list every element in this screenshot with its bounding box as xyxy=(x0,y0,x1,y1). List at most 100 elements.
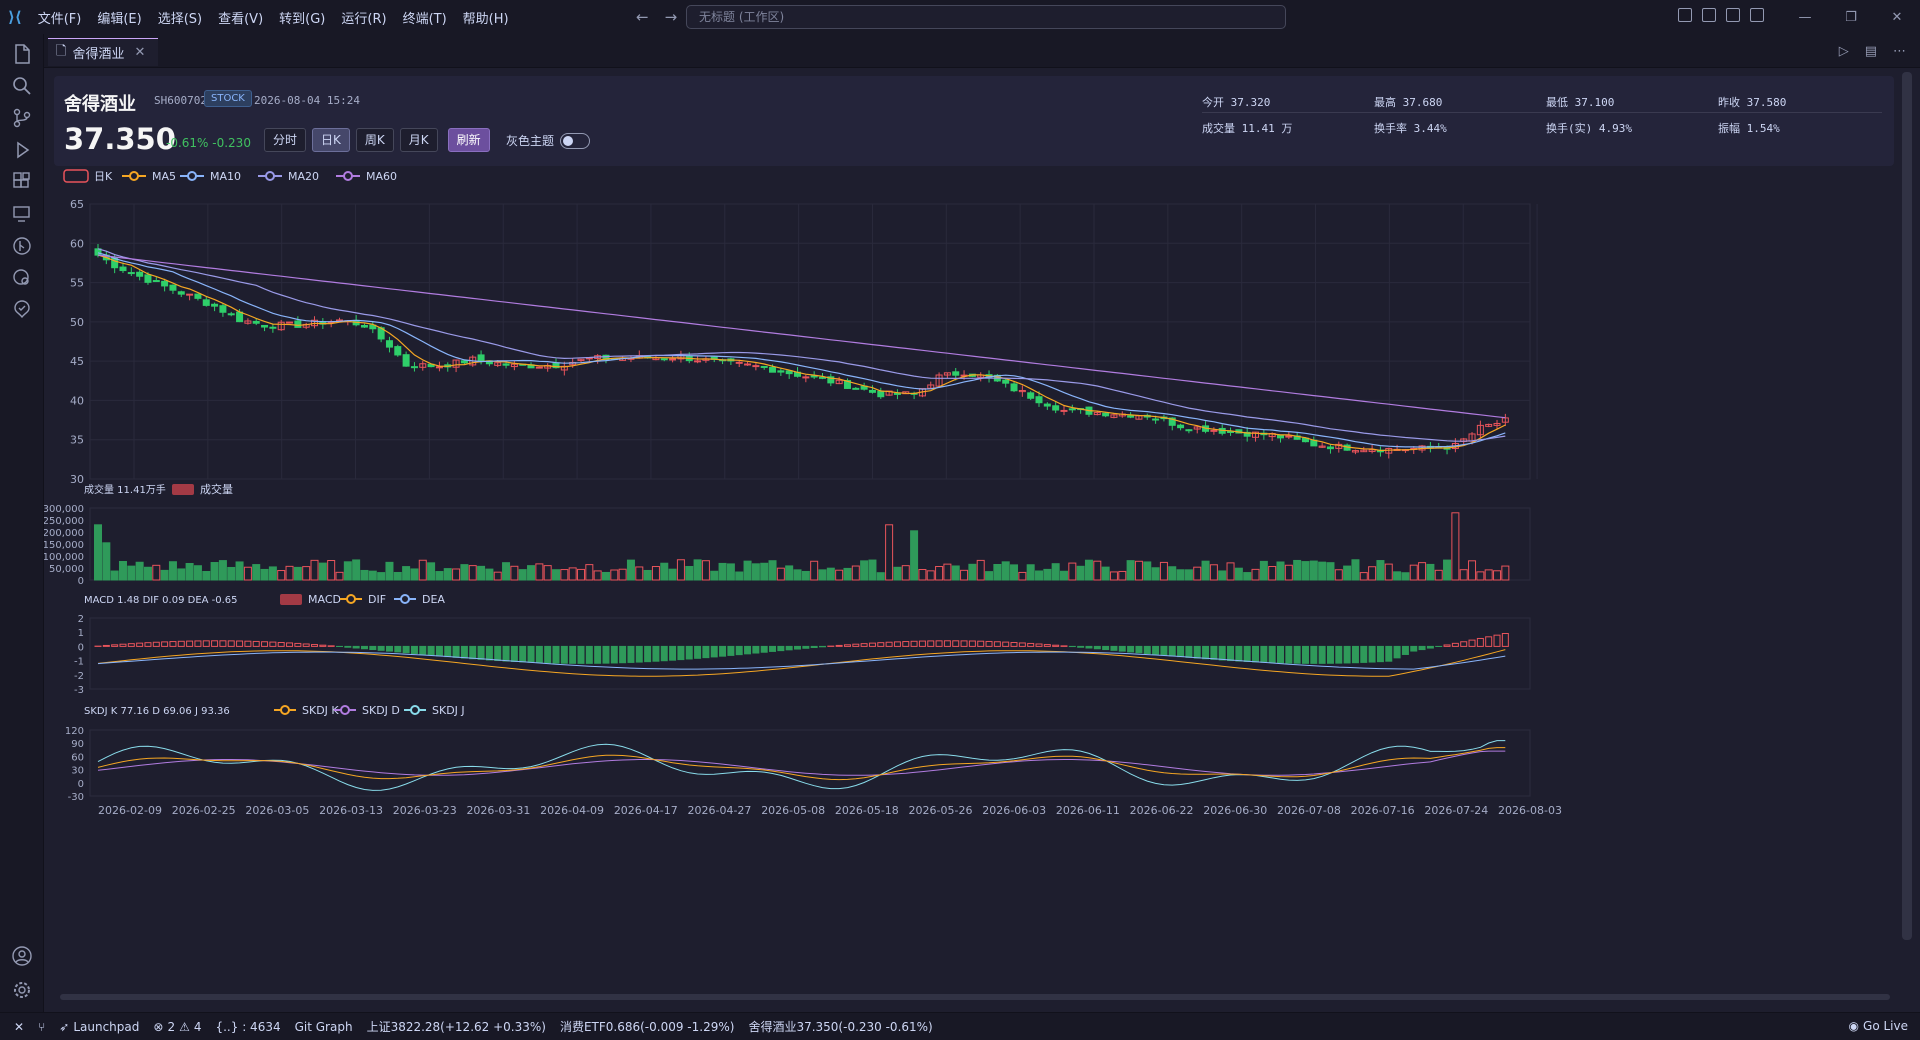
macd-bar xyxy=(644,645,652,663)
ticker-consumer-etf[interactable]: 消费ETF0.686(-0.009 -1.29%) xyxy=(559,1020,735,1034)
candle xyxy=(1368,449,1376,452)
scrollbar-thumb[interactable] xyxy=(1902,72,1912,940)
macd-bar xyxy=(1310,645,1318,664)
vertical-scrollbar[interactable] xyxy=(1898,68,1920,1012)
tab-stock[interactable]: 🗋 舍得酒业 ✕ xyxy=(48,38,158,66)
source-control-icon[interactable] xyxy=(10,106,34,130)
volume-bar xyxy=(935,566,944,581)
skdj-legend-dot xyxy=(280,705,290,715)
menu-item[interactable]: 查看(V) xyxy=(218,11,264,27)
run-debug-icon[interactable] xyxy=(10,138,34,162)
ticker-stock[interactable]: 舍得酒业37.350(-0.230 -0.61%) xyxy=(748,1020,933,1034)
period-button-week[interactable]: 周K xyxy=(355,128,394,152)
split-editor-icon[interactable]: ▤ xyxy=(1864,44,1877,59)
legend-swatch-k xyxy=(63,169,89,183)
more-actions-icon[interactable]: ⋯ xyxy=(1893,44,1906,59)
gray-theme-toggle[interactable]: 灰色主题 xyxy=(506,132,591,149)
menu-item[interactable]: 运行(R) xyxy=(341,11,387,27)
volume-bar xyxy=(1343,565,1352,581)
candle xyxy=(1501,417,1509,423)
rocket-icon: ➶ xyxy=(59,1019,70,1034)
volume-bar xyxy=(1334,569,1343,581)
search-icon[interactable] xyxy=(10,74,34,98)
forward-arrow-icon[interactable]: → xyxy=(664,8,678,26)
candle xyxy=(552,362,560,369)
refresh-button[interactable]: 刷新 xyxy=(447,128,490,152)
title-bar: ⟩⟨ 文件(F) 编辑(E) 选择(S) 查看(V) 转到(G) 运行(R) 终端(T) 帮助… xyxy=(0,0,1920,34)
close-icon[interactable]: ✕ xyxy=(1891,9,1903,25)
menu-item[interactable]: 帮助(H) xyxy=(462,11,509,27)
git-branch-icon[interactable]: ⑂ xyxy=(38,1019,46,1034)
ticker-shanghai[interactable]: 上证3822.28(+12.62 +0.33%) xyxy=(366,1020,546,1034)
volume-bar xyxy=(1384,563,1393,581)
timeline-search-icon[interactable] xyxy=(10,266,34,290)
git-graph-icon[interactable] xyxy=(10,234,34,258)
remote-explorer-icon[interactable] xyxy=(10,202,34,226)
menu-item[interactable]: 选择(S) xyxy=(157,11,203,27)
x-date-label: 2026-04-17 xyxy=(614,804,678,817)
macd-bar xyxy=(352,645,360,649)
period-button-day[interactable]: 日K xyxy=(312,128,350,152)
menu-item[interactable]: 文件(F) xyxy=(37,11,82,27)
toggle-switch[interactable] xyxy=(560,132,591,149)
macd-bar xyxy=(935,640,943,647)
charts-svg[interactable]: 日K MA5 MA10 MA20 MA60 30 35 40 45 50 55 60 65 成交量 11.… xyxy=(43,166,1898,1012)
command-center-search[interactable]: 无标题 (工作区) xyxy=(686,5,1286,29)
account-icon[interactable] xyxy=(10,944,34,968)
legend-label: MA5 xyxy=(152,170,176,183)
toggle-secondary-sidebar-icon[interactable] xyxy=(1750,8,1764,22)
restore-icon[interactable]: ❐ xyxy=(1845,9,1857,25)
candle xyxy=(802,376,810,379)
testing-icon[interactable] xyxy=(10,298,34,322)
toggle-primary-sidebar-icon[interactable] xyxy=(1678,8,1692,22)
candle xyxy=(1060,409,1068,412)
macd-bar xyxy=(1368,645,1376,663)
volume-bar xyxy=(693,559,702,581)
git-graph-item[interactable]: Git Graph xyxy=(294,1019,353,1034)
extensions-icon[interactable] xyxy=(10,170,34,194)
menu-item[interactable]: 编辑(E) xyxy=(97,11,142,27)
x-date-label: 2026-03-13 xyxy=(319,804,383,817)
back-arrow-icon[interactable]: ← xyxy=(636,8,649,26)
macd-bar xyxy=(1027,642,1035,647)
candle xyxy=(735,361,743,364)
remote-indicator[interactable]: ✕ xyxy=(14,1019,25,1034)
volume-bar xyxy=(285,565,294,581)
menu-item[interactable]: 转到(G) xyxy=(279,11,326,27)
run-icon[interactable]: ▷ xyxy=(1838,44,1849,59)
volume-bar xyxy=(135,561,144,581)
problems-item[interactable]: ⊗ 2 ⚠ 4 xyxy=(153,1020,201,1034)
skdj-y-tick: 0 xyxy=(78,779,84,790)
legend-dot-3 xyxy=(265,171,275,181)
go-live-button[interactable]: ◉ Go Live xyxy=(1849,1019,1908,1033)
horizontal-scrollbar[interactable] xyxy=(60,994,1890,1000)
charts-area[interactable]: 日K MA5 MA10 MA20 MA60 30 35 40 45 50 55 60 65 成交量 11.… xyxy=(43,166,1898,1012)
volume-bar xyxy=(1309,560,1318,581)
volume-bar xyxy=(1243,572,1252,581)
macd-y-tick: -3 xyxy=(74,685,84,696)
settings-gear-icon[interactable] xyxy=(10,978,34,1002)
stock-time: 2026-08-04 15:24 xyxy=(254,94,360,107)
volume-bar xyxy=(1109,571,1118,581)
candle xyxy=(752,365,760,368)
toggle-panel-icon[interactable] xyxy=(1726,8,1740,22)
volume-bar xyxy=(118,560,127,581)
volume-bar xyxy=(218,560,227,581)
volume-bar xyxy=(302,566,311,581)
volume-bar xyxy=(527,565,536,581)
macd-bar xyxy=(1351,645,1359,664)
period-button-month[interactable]: 月K xyxy=(399,128,438,152)
error-icon: ⊗ xyxy=(153,1019,164,1034)
period-button-intraday[interactable]: 分时 xyxy=(264,128,307,152)
volume-bar xyxy=(560,569,569,581)
volume-bar xyxy=(277,570,286,581)
macd-bar xyxy=(669,645,677,661)
close-tab-icon[interactable]: ✕ xyxy=(134,45,146,60)
explorer-icon[interactable] xyxy=(10,42,34,66)
braces-item[interactable]: {..} : 4634 xyxy=(215,1019,281,1034)
menu-item[interactable]: 终端(T) xyxy=(402,11,447,27)
customize-layout-icon[interactable] xyxy=(1702,8,1716,22)
candle xyxy=(1152,418,1160,421)
launchpad-item[interactable]: ➶ Launchpad xyxy=(59,1020,139,1034)
minimize-icon[interactable]: — xyxy=(1798,9,1812,25)
